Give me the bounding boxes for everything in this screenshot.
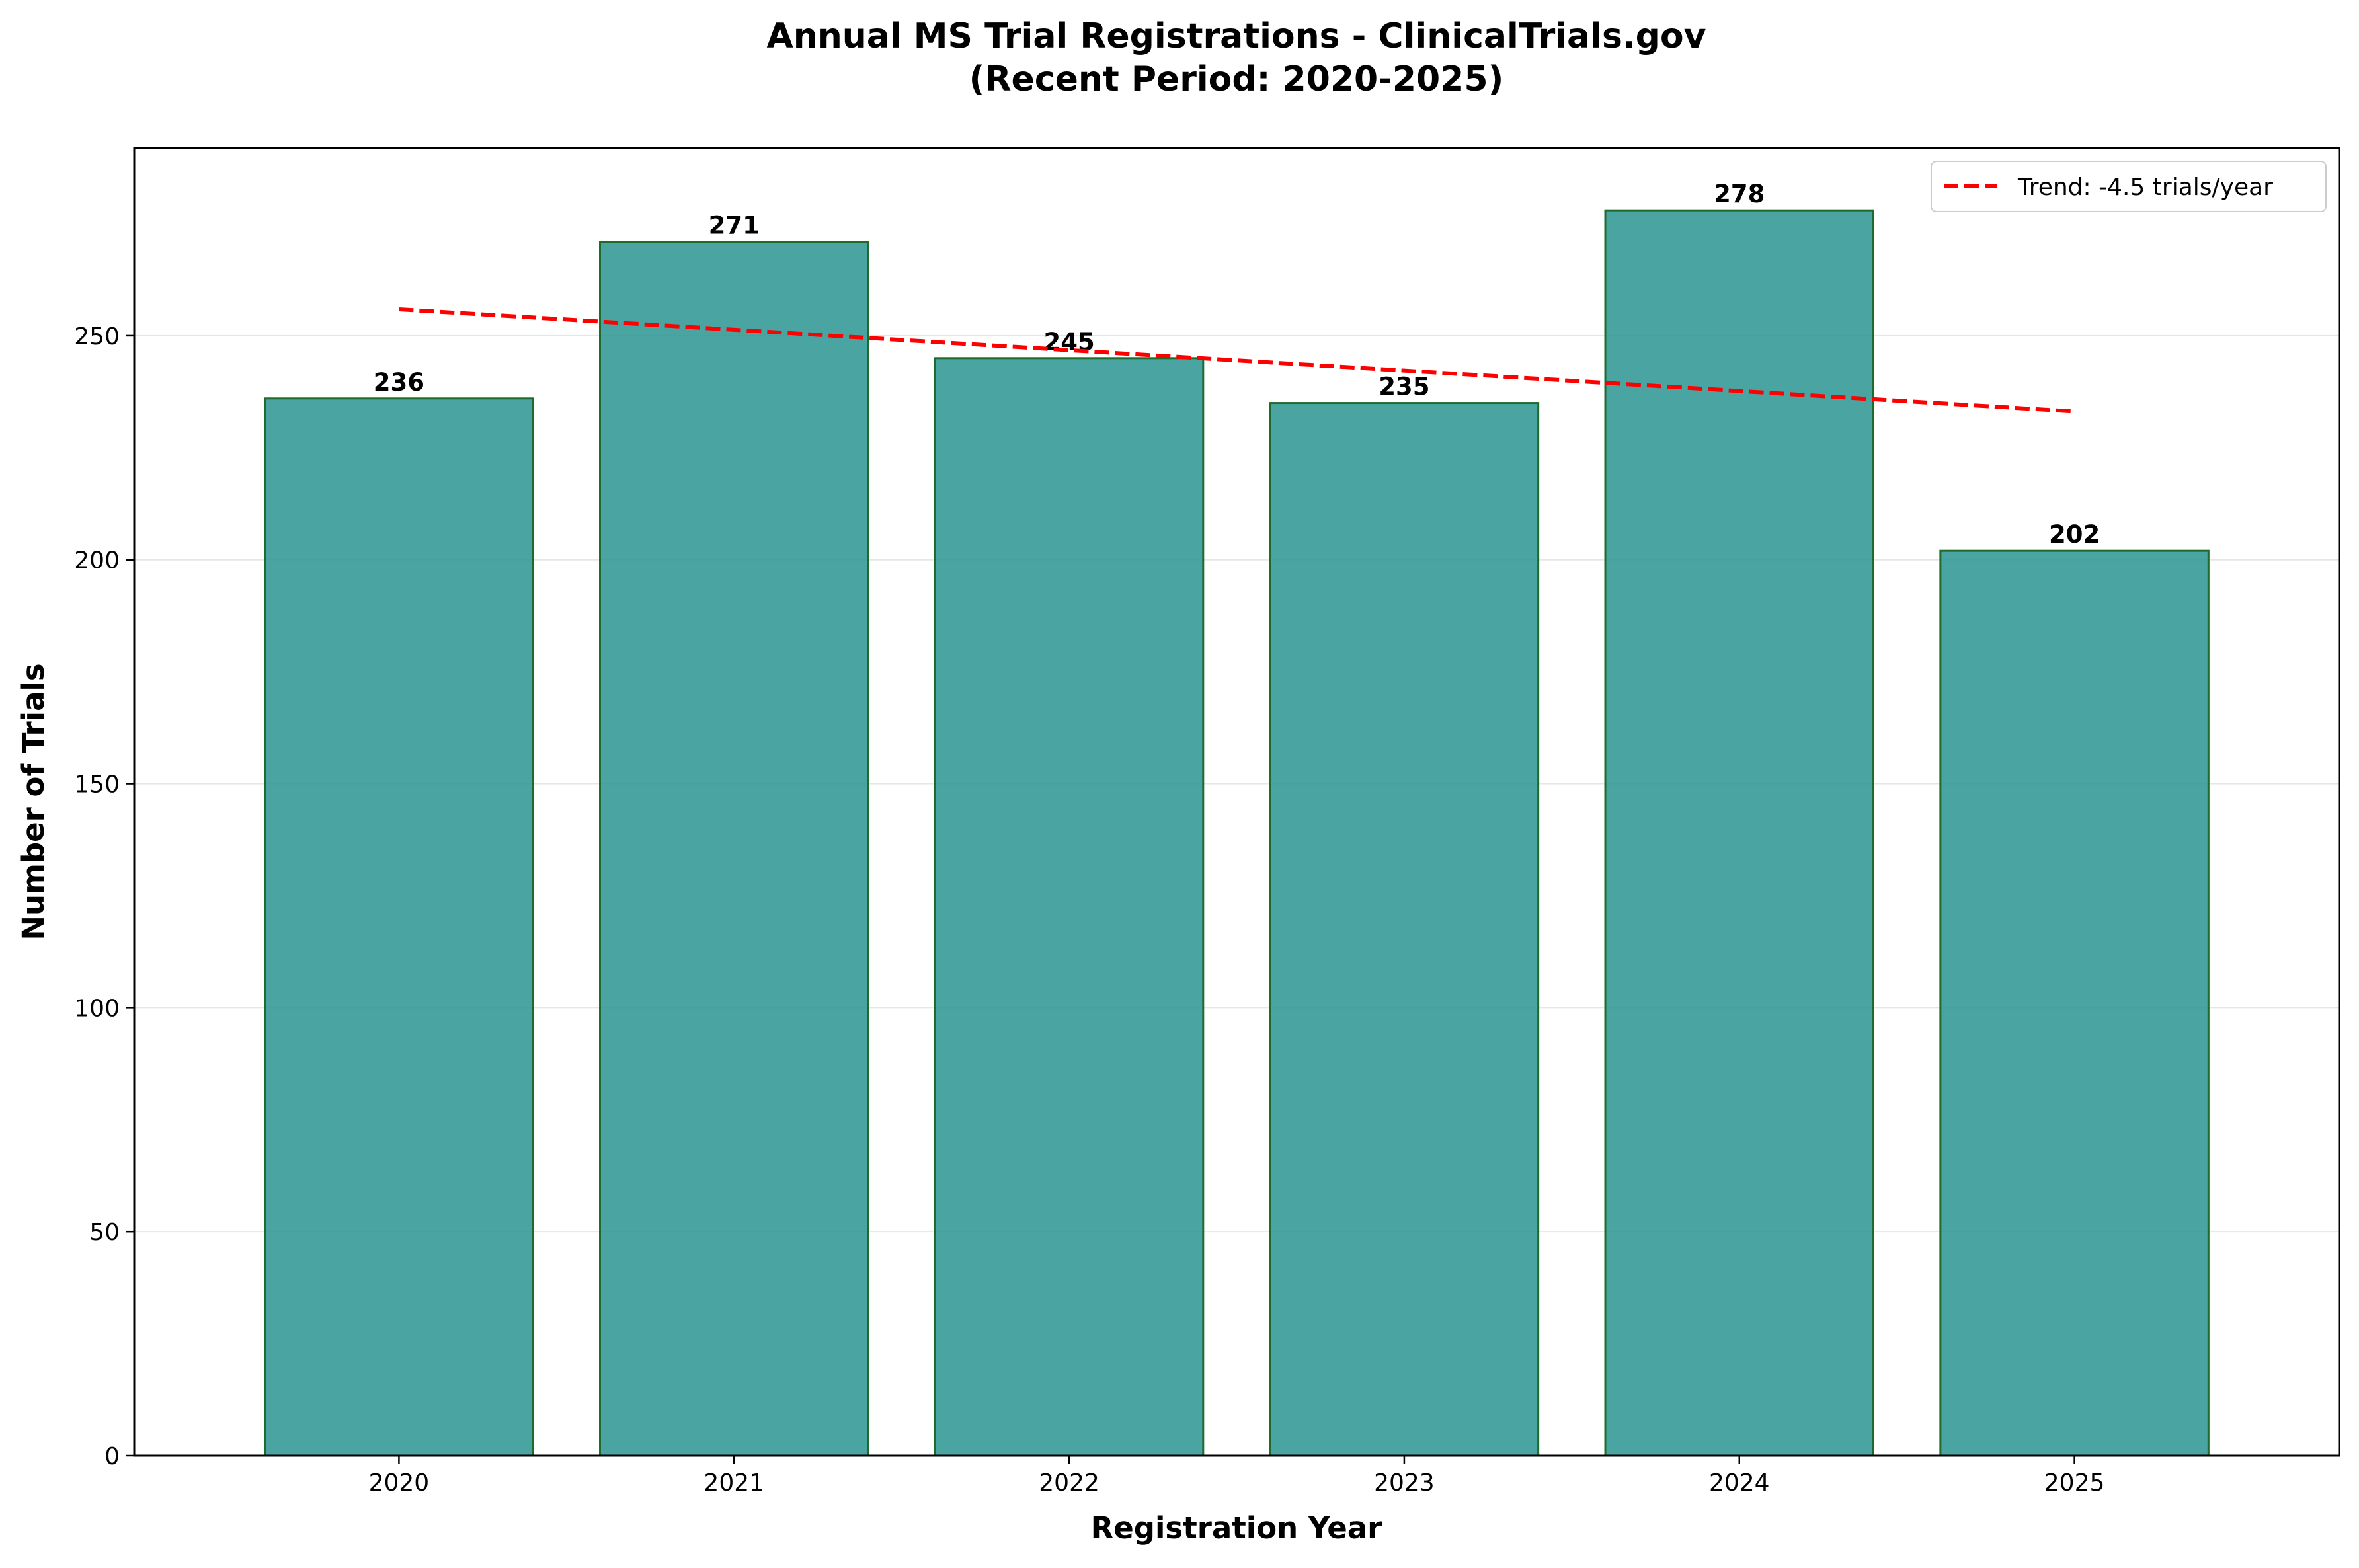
trend-line-group — [399, 307, 2075, 414]
x-tick-label: 2020 — [369, 1470, 430, 1497]
legend: Trend: -4.5 trials/year — [1931, 161, 2327, 212]
y-tick-label: 0 — [104, 1443, 120, 1470]
bar-2021 — [599, 241, 869, 1457]
x-axis-ticks: 2020 2021 2022 2023 2024 2025 — [369, 1456, 2105, 1497]
bar-value-label: 235 — [1379, 373, 1429, 401]
bar-value-label: 236 — [374, 368, 424, 397]
bar-2025 — [1939, 549, 2210, 1457]
x-tick-label: 2021 — [703, 1470, 764, 1497]
y-tick-label: 100 — [74, 995, 120, 1022]
y-axis-title: Number of Trials — [16, 663, 51, 940]
bar-value-label: 202 — [2049, 520, 2100, 549]
bar-2022 — [934, 357, 1205, 1457]
plot-frame — [133, 147, 2340, 1457]
bar-value-label: 271 — [709, 212, 760, 240]
x-tick-label: 2022 — [1039, 1470, 1100, 1497]
bars — [264, 209, 2210, 1457]
legend-box — [1931, 161, 2327, 212]
x-tick-label: 2024 — [1709, 1470, 1770, 1497]
y-axis-ticks: 0 50 100 150 200 250 — [74, 323, 134, 1470]
x-axis-title: Registration Year — [1091, 1510, 1383, 1546]
bar-2020 — [264, 397, 534, 1457]
bar-value-label: 278 — [1714, 180, 1765, 208]
y-tick-label: 200 — [74, 547, 120, 574]
bar-2023 — [1269, 402, 1540, 1457]
y-tick-label: 250 — [74, 323, 120, 350]
trend-line — [399, 307, 2075, 414]
y-tick-label: 150 — [74, 771, 120, 799]
x-tick-label: 2023 — [1374, 1470, 1435, 1497]
y-tick-label: 50 — [89, 1219, 120, 1246]
x-tick-label: 2025 — [2044, 1470, 2105, 1497]
chart-title-line-1: Annual MS Trial Registrations - Clinical… — [766, 17, 1706, 56]
chart-title-line-2: (Recent Period: 2020-2025) — [969, 59, 1504, 99]
legend-trend-label: Trend: -4.5 trials/year — [2017, 174, 2273, 201]
bar-2024 — [1604, 209, 1874, 1457]
